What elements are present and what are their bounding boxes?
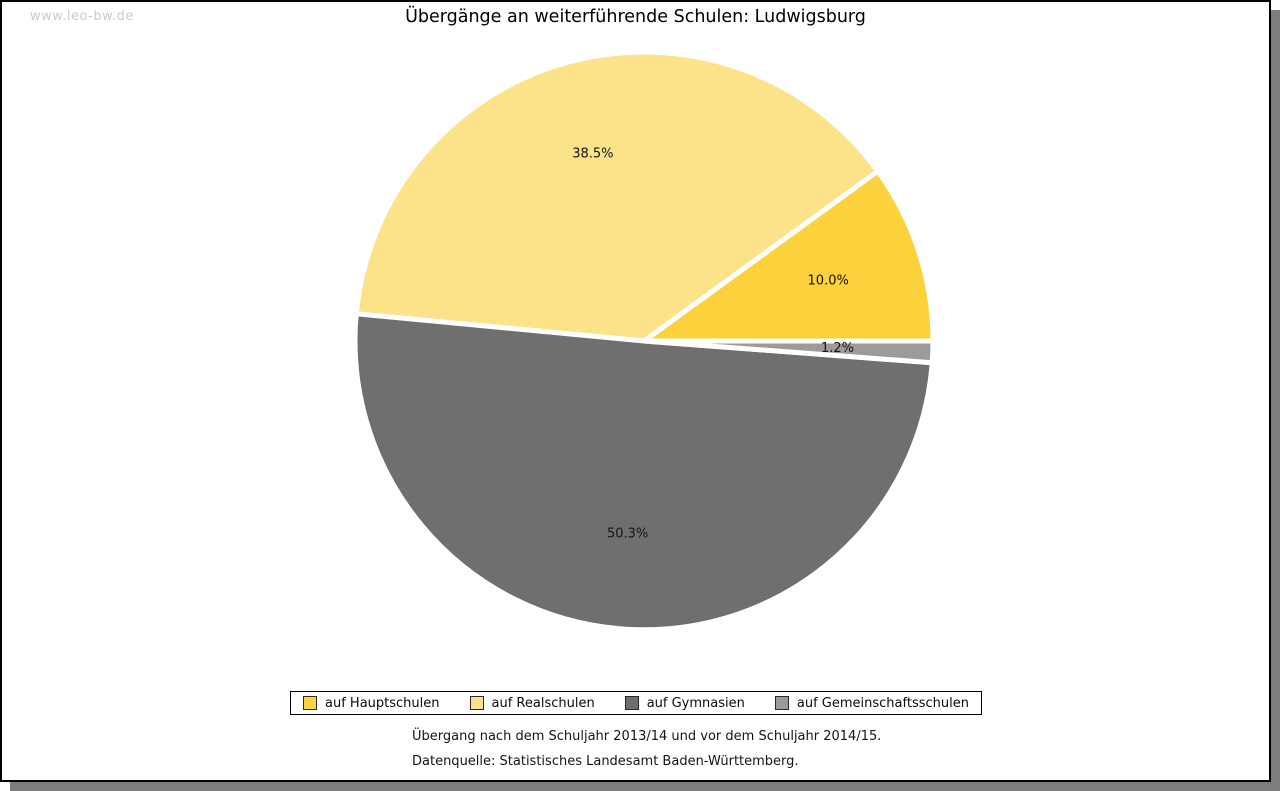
footnote-period: Übergang nach dem Schuljahr 2013/14 und …: [412, 729, 882, 744]
pie-slice: [352, 311, 935, 633]
slice-label: 1.2%: [821, 341, 854, 356]
watermark: www.leo-bw.de: [30, 9, 134, 24]
legend: auf Hauptschulen auf Realschulen auf Gymna…: [290, 691, 982, 715]
legend-swatch-icon: [774, 696, 789, 710]
pie-slice: [353, 49, 881, 344]
legend-label: auf Gemeinschaftsschulen: [796, 695, 969, 711]
footnote-source: Datenquelle: Statistisches Landesamt Bad…: [412, 754, 799, 769]
slice-label: 38.5%: [572, 147, 613, 162]
legend-item: auf Gemeinschaftsschulen: [774, 695, 969, 711]
legend-swatch-icon: [469, 696, 484, 710]
slice-label: 50.3%: [607, 526, 648, 541]
legend-label: auf Realschulen: [491, 695, 595, 711]
legend-item: auf Hauptschulen: [303, 696, 440, 711]
legend-item: auf Realschulen: [469, 695, 595, 711]
pie-slice: [641, 168, 936, 344]
legend-swatch-icon: [303, 696, 317, 710]
pie-slice: [641, 338, 936, 366]
legend-item: auf Gymnasien: [624, 695, 745, 711]
page-title: Übergänge an weiterführende Schulen: Lud…: [405, 7, 866, 27]
legend-label: auf Hauptschulen: [325, 695, 440, 711]
slice-label: 10.0%: [808, 274, 849, 289]
legend-label: auf Gymnasien: [646, 695, 745, 711]
legend-swatch-icon: [624, 696, 639, 710]
